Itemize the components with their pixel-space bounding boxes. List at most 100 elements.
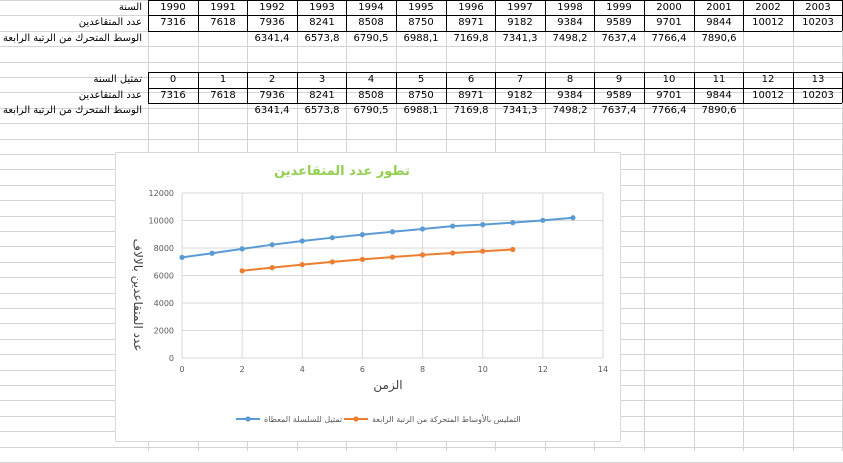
cell-retirees[interactable]: 8971 bbox=[458, 90, 484, 101]
cell-retirees[interactable]: 9384 bbox=[557, 90, 583, 101]
cell-retirees[interactable]: 7316 bbox=[160, 90, 186, 101]
row-label-moving-average[interactable]: الوسط المتحرك من الرتبة الرابعة bbox=[3, 33, 142, 44]
y-tick-label: 0 bbox=[169, 354, 174, 363]
cell-year[interactable]: 3 bbox=[318, 74, 326, 85]
cell-year[interactable]: 2001 bbox=[706, 2, 732, 13]
cell-retirees[interactable]: 7618 bbox=[210, 90, 236, 101]
cell-moving-average[interactable]: 6341,4 bbox=[254, 33, 290, 44]
cell-retirees[interactable]: 10203 bbox=[802, 90, 834, 101]
cell-year[interactable]: 4 bbox=[367, 74, 375, 85]
row-label-year[interactable]: السنة bbox=[118, 2, 142, 13]
cell-retirees[interactable]: 8971 bbox=[458, 17, 484, 28]
cell-year[interactable]: 1992 bbox=[259, 2, 285, 13]
cell-moving-average[interactable]: 7169,8 bbox=[453, 105, 489, 116]
cell-retirees[interactable]: 8241 bbox=[309, 90, 335, 101]
cell-year[interactable]: 7 bbox=[516, 74, 524, 85]
cell-retirees[interactable]: 9844 bbox=[706, 90, 732, 101]
cell-retirees[interactable]: 9844 bbox=[706, 17, 732, 28]
cell-year[interactable]: 1998 bbox=[557, 2, 583, 13]
cell-year[interactable]: 11 bbox=[712, 74, 726, 85]
cell-year[interactable]: 8 bbox=[566, 74, 574, 85]
cell-moving-average[interactable]: 6790,5 bbox=[353, 33, 389, 44]
cell-moving-average[interactable] bbox=[198, 104, 248, 118]
cell-year[interactable]: 2 bbox=[268, 74, 276, 85]
cell-retirees[interactable]: 7936 bbox=[259, 90, 285, 101]
cell-moving-average[interactable]: 6790,5 bbox=[353, 105, 389, 116]
cell-retirees[interactable]: 8750 bbox=[408, 90, 434, 101]
cell-year[interactable]: 1997 bbox=[507, 2, 533, 13]
cell-year[interactable]: 1991 bbox=[210, 2, 236, 13]
cell-retirees[interactable]: 8508 bbox=[358, 17, 384, 28]
cell-retirees[interactable]: 10012 bbox=[752, 90, 784, 101]
cell-moving-average[interactable] bbox=[793, 104, 843, 118]
cell-retirees[interactable]: 7316 bbox=[160, 17, 186, 28]
cell-retirees[interactable]: 9701 bbox=[656, 17, 682, 28]
cell-moving-average[interactable]: 6573,8 bbox=[304, 105, 340, 116]
cell-year[interactable]: 1996 bbox=[458, 2, 484, 13]
cell-retirees[interactable]: 10012 bbox=[752, 17, 784, 28]
cell-moving-average[interactable] bbox=[743, 32, 793, 46]
cell-year[interactable]: 1999 bbox=[606, 2, 632, 13]
cell-moving-average[interactable]: 7498,2 bbox=[552, 33, 588, 44]
cell-moving-average[interactable]: 7169,8 bbox=[453, 33, 489, 44]
cell-year[interactable]: 1994 bbox=[358, 2, 384, 13]
row-label-moving-average[interactable]: الوسط المتحرك من الرتبة الرابعة bbox=[3, 105, 142, 116]
cell-retirees[interactable]: 9182 bbox=[507, 17, 533, 28]
chart-area[interactable]: تطور عدد المتقاعدين 0 2000 4000 6000 8000 100… bbox=[115, 152, 621, 442]
cell-year[interactable]: 1990 bbox=[160, 2, 186, 13]
cell-year[interactable]: 6 bbox=[467, 74, 475, 85]
cell-moving-average[interactable]: 7766,4 bbox=[651, 33, 687, 44]
cell-moving-average[interactable]: 7766,4 bbox=[651, 105, 687, 116]
cell-year[interactable]: 12 bbox=[761, 74, 775, 85]
cell-retirees[interactable]: 8241 bbox=[309, 17, 335, 28]
cell-moving-average[interactable]: 7341,3 bbox=[502, 105, 538, 116]
table-border-line bbox=[346, 0, 347, 31]
cell-moving-average[interactable] bbox=[793, 32, 843, 46]
cell-retirees[interactable]: 9384 bbox=[557, 17, 583, 28]
y-tick-label: 10000 bbox=[149, 217, 174, 226]
row-label-retirees[interactable]: عدد المتقاعدين bbox=[78, 90, 142, 101]
cell-year[interactable]: 2003 bbox=[805, 2, 831, 13]
row-label-retirees[interactable]: عدد المتقاعدين bbox=[78, 17, 142, 28]
cell-year[interactable]: 2002 bbox=[755, 2, 781, 13]
cell-retirees[interactable]: 7618 bbox=[210, 17, 236, 28]
cell-year[interactable]: 10 bbox=[662, 74, 676, 85]
cell-moving-average[interactable]: 7890,6 bbox=[701, 33, 737, 44]
cell-moving-average[interactable] bbox=[148, 32, 198, 46]
cell-year[interactable]: 5 bbox=[417, 74, 425, 85]
cell-retirees[interactable]: 9182 bbox=[507, 90, 533, 101]
legend-label-1: التمليس بالأوساط المتحركة من الرتبة الرا… bbox=[372, 414, 521, 424]
cell-year[interactable]: 13 bbox=[811, 74, 825, 85]
cell-moving-average[interactable]: 7890,6 bbox=[701, 105, 737, 116]
cell-retirees[interactable]: 9701 bbox=[656, 90, 682, 101]
cell-year[interactable]: 1 bbox=[219, 74, 227, 85]
cell-retirees[interactable]: 8508 bbox=[358, 90, 384, 101]
cell-retirees[interactable]: 8750 bbox=[408, 17, 434, 28]
cell-moving-average[interactable]: 7637,4 bbox=[601, 105, 637, 116]
table-border-line bbox=[793, 0, 794, 31]
cell-moving-average[interactable]: 7637,4 bbox=[601, 33, 637, 44]
table-border-line bbox=[247, 0, 248, 31]
cell-year[interactable]: 9 bbox=[615, 74, 623, 85]
table-border-line bbox=[346, 72, 347, 103]
cell-retirees[interactable]: 9589 bbox=[606, 17, 632, 28]
cell-moving-average[interactable] bbox=[198, 32, 248, 46]
cell-retirees[interactable]: 7936 bbox=[259, 17, 285, 28]
cell-moving-average[interactable]: 6573,8 bbox=[304, 33, 340, 44]
cell-retirees[interactable]: 10203 bbox=[802, 17, 834, 28]
data-point-0 bbox=[510, 220, 516, 226]
cell-moving-average[interactable] bbox=[743, 104, 793, 118]
row-label-year[interactable]: تمثيل السنة bbox=[93, 74, 142, 85]
cell-year[interactable]: 1993 bbox=[309, 2, 335, 13]
cell-moving-average[interactable]: 7341,3 bbox=[502, 33, 538, 44]
cell-moving-average[interactable]: 6988,1 bbox=[403, 105, 439, 116]
cell-year[interactable]: 2000 bbox=[656, 2, 682, 13]
cell-year[interactable]: 0 bbox=[169, 74, 177, 85]
cell-moving-average[interactable]: 6341,4 bbox=[254, 105, 290, 116]
cell-moving-average[interactable]: 6988,1 bbox=[403, 33, 439, 44]
y-tick-label: 8000 bbox=[154, 244, 174, 253]
cell-moving-average[interactable] bbox=[148, 104, 198, 118]
cell-retirees[interactable]: 9589 bbox=[606, 90, 632, 101]
cell-moving-average[interactable]: 7498,2 bbox=[552, 105, 588, 116]
cell-year[interactable]: 1995 bbox=[408, 2, 434, 13]
